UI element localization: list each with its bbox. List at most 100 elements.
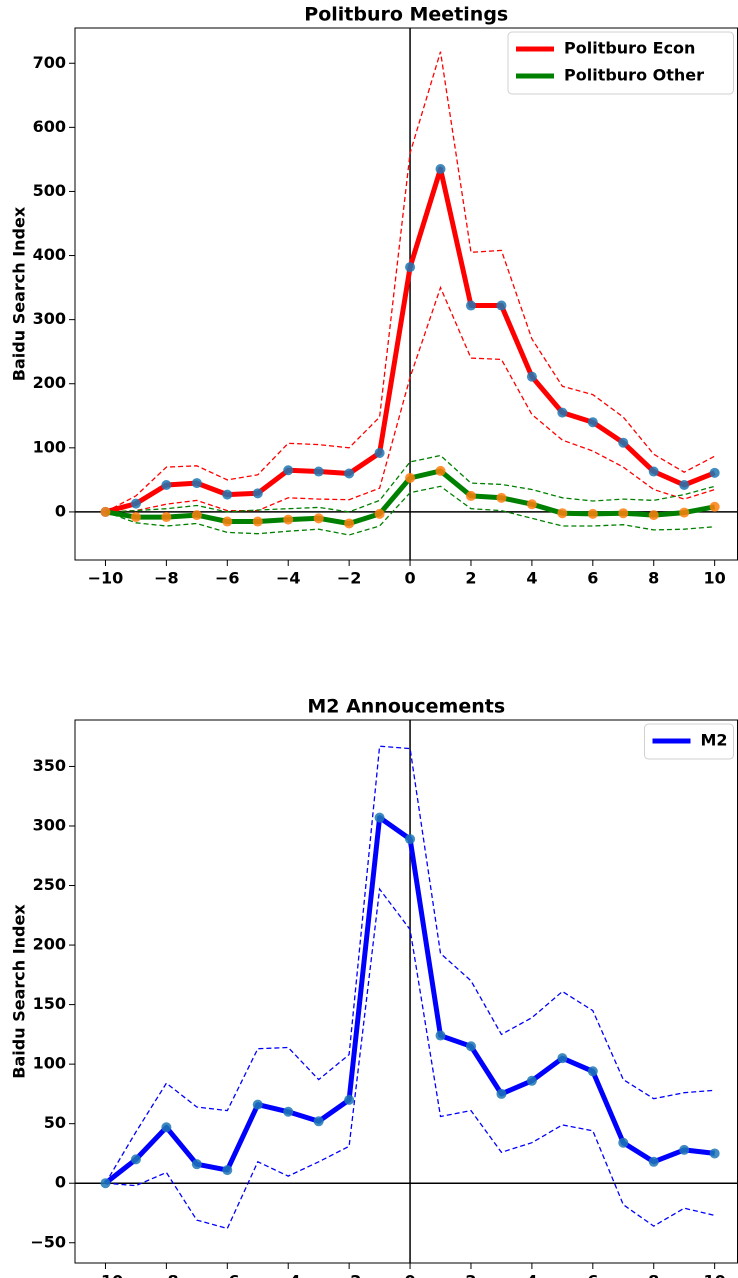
y-tick-label: 200 — [33, 373, 66, 392]
y-axis-label: Baidu Search Index — [10, 904, 29, 1079]
point — [313, 513, 324, 524]
point — [709, 1148, 720, 1159]
point — [130, 1154, 141, 1165]
x-tick-label: 2 — [465, 1272, 476, 1278]
point — [618, 1137, 629, 1148]
legend: M2 — [644, 723, 734, 760]
point — [405, 262, 416, 273]
point — [344, 518, 355, 529]
point — [222, 489, 233, 500]
point — [191, 510, 202, 521]
point — [374, 812, 385, 823]
band-line — [105, 887, 715, 1230]
y-tick-label: 700 — [33, 53, 66, 72]
point — [526, 371, 537, 382]
point — [283, 465, 294, 476]
point — [587, 508, 598, 519]
x-tick-label: 4 — [526, 569, 537, 588]
x-tick-label: 10 — [704, 569, 726, 588]
x-tick-label: −2 — [337, 569, 362, 588]
chart-title: M2 Annoucements — [307, 696, 505, 718]
x-tick-label: −2 — [337, 1272, 362, 1278]
point — [618, 437, 629, 448]
x-tick-label: 8 — [648, 1272, 659, 1278]
point — [496, 1088, 507, 1099]
x-tick-label: 4 — [526, 1272, 537, 1278]
x-tick-label: −8 — [154, 1272, 179, 1278]
point — [374, 508, 385, 519]
point — [252, 1099, 263, 1110]
x-tick-label: 0 — [404, 569, 415, 588]
point — [557, 407, 568, 418]
y-tick-label: 350 — [33, 756, 66, 775]
y-tick-label: 250 — [33, 875, 66, 894]
legend-label: Politburo Econ — [564, 39, 695, 58]
point — [191, 478, 202, 489]
y-tick-label: 300 — [33, 815, 66, 834]
y-tick-label: 0 — [55, 501, 66, 520]
point — [252, 516, 263, 527]
point — [435, 465, 446, 476]
point — [161, 1122, 172, 1133]
chart-title: Politburo Meetings — [304, 4, 508, 26]
point — [679, 1144, 690, 1155]
point — [405, 834, 416, 845]
band-line — [104, 745, 715, 1184]
point — [313, 466, 324, 477]
point — [496, 492, 507, 503]
point — [435, 1030, 446, 1041]
x-tick-label: −4 — [276, 1272, 301, 1278]
point — [283, 514, 294, 525]
x-tick-label: 2 — [465, 569, 476, 588]
y-tick-label: 500 — [33, 181, 66, 200]
point — [526, 499, 537, 510]
point — [130, 498, 141, 509]
point — [465, 300, 476, 311]
legend: Politburo Econ Politburo Other — [507, 31, 734, 95]
y-axis-label: Baidu Search Index — [10, 206, 29, 381]
point — [100, 506, 111, 517]
point — [557, 508, 568, 519]
point — [587, 417, 598, 428]
point — [222, 516, 233, 527]
y-tick-label: 200 — [33, 935, 66, 954]
x-tick-label: 8 — [648, 569, 659, 588]
legend-label: Politburo Other — [564, 66, 704, 85]
x-tick-label: −8 — [154, 569, 179, 588]
y-tick-label: 50 — [44, 1113, 66, 1132]
point — [679, 480, 690, 491]
point — [130, 512, 141, 523]
point — [161, 480, 172, 491]
point — [100, 1178, 111, 1189]
y-tick-label: 100 — [33, 437, 66, 456]
point — [222, 1165, 233, 1176]
y-tick-label: 150 — [33, 994, 66, 1013]
point — [161, 512, 172, 523]
y-tick-label: 600 — [33, 117, 66, 136]
point — [465, 1041, 476, 1052]
y-tick-label: 400 — [33, 245, 66, 264]
point — [709, 501, 720, 512]
band-line — [105, 285, 715, 513]
band-line — [105, 485, 715, 536]
y-tick-label: 0 — [55, 1173, 66, 1192]
legend-frame — [507, 31, 734, 95]
point — [526, 1075, 537, 1086]
point — [344, 1094, 355, 1105]
point — [283, 1106, 294, 1117]
x-tick-label: 6 — [587, 569, 598, 588]
point — [648, 466, 659, 477]
point — [648, 510, 659, 521]
x-tick-label: 6 — [587, 1272, 598, 1278]
x-tick-label: −10 — [88, 569, 124, 588]
point — [252, 488, 263, 499]
point — [313, 1116, 324, 1127]
x-tick-label: 10 — [704, 1272, 726, 1278]
point — [496, 300, 507, 311]
x-tick-label: 0 — [404, 1272, 415, 1278]
point — [374, 447, 385, 458]
point — [557, 1053, 568, 1064]
point — [405, 472, 416, 483]
plot-frame — [74, 719, 738, 1264]
point — [344, 468, 355, 479]
